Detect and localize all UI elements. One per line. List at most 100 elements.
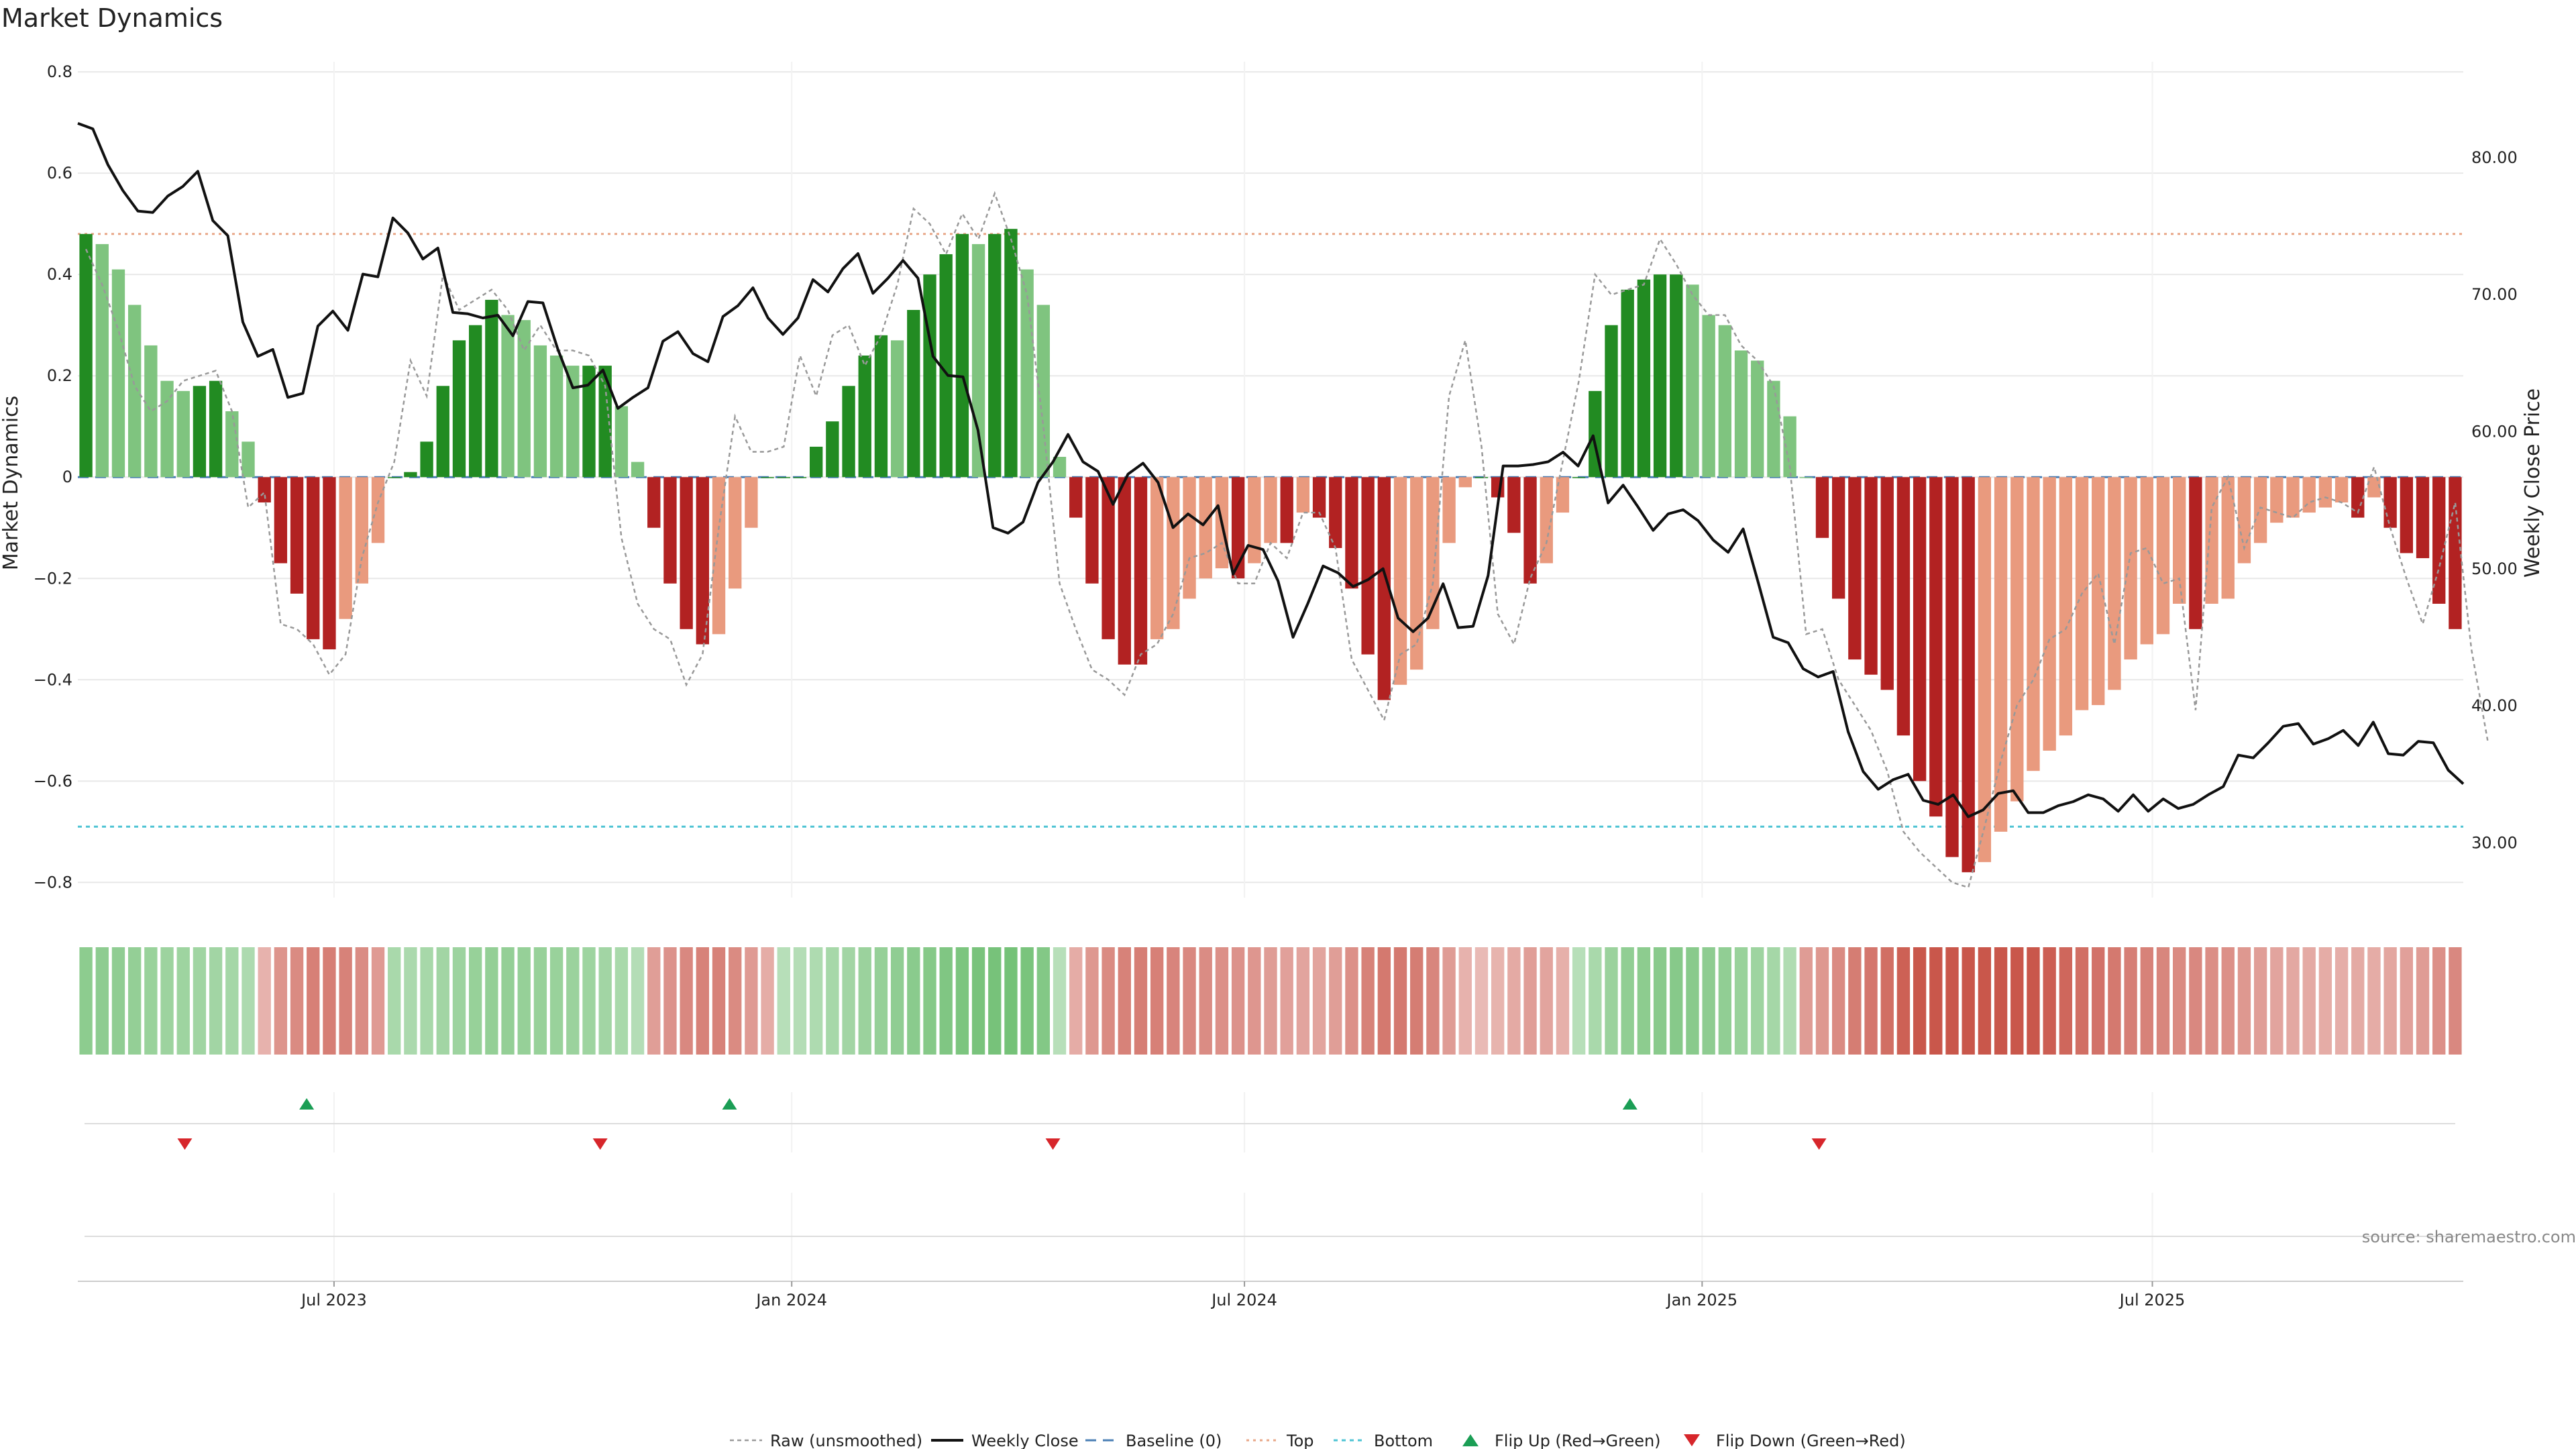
state-bar (1345, 947, 1358, 1055)
dynamics-bar (290, 477, 304, 594)
dynamics-bar (1329, 477, 1342, 548)
dynamics-bar (1978, 477, 1992, 863)
dynamics-bar (1831, 477, 1845, 599)
x-tick-label: Jan 2024 (755, 1291, 827, 1309)
state-bar (371, 947, 385, 1055)
state-bar (2140, 947, 2153, 1055)
dynamics-bar (2416, 477, 2430, 559)
state-bar (1410, 947, 1424, 1055)
state-bar (1815, 947, 1829, 1055)
state-bar (193, 947, 207, 1055)
state-bar (1718, 947, 1732, 1055)
dynamics-bar (2010, 477, 2024, 802)
state-bar (2318, 947, 2332, 1055)
chart-title: Market Dynamics (1, 3, 223, 33)
state-strip (79, 947, 2462, 1055)
flip-down-marker (592, 1138, 608, 1150)
dynamics-bar (2383, 477, 2397, 528)
state-bar (1831, 947, 1845, 1055)
state-bar (2059, 947, 2073, 1055)
legend-marker-flip-up (1462, 1434, 1479, 1446)
legend-marker-flip-down (1684, 1434, 1700, 1446)
dynamics-bar (2172, 477, 2186, 604)
legend-label: Top (1286, 1432, 1314, 1449)
dynamics-bar (1556, 477, 1570, 513)
dynamics-bar (1183, 477, 1196, 599)
dynamics-bar (777, 477, 790, 478)
dynamics-bar (1913, 477, 1927, 782)
x-tick-label: Jan 2025 (1665, 1291, 1737, 1309)
dynamics-bar (79, 233, 93, 478)
state-bar (923, 947, 936, 1055)
dynamics-bar (111, 269, 125, 478)
dynamics-bar (1702, 315, 1715, 478)
dynamics-bar (388, 477, 401, 478)
dynamics-bar (2108, 477, 2121, 690)
flip-down-marker (1045, 1138, 1061, 1150)
y-tick-label: 0.4 (47, 265, 72, 284)
dynamics-bar (1280, 477, 1293, 543)
dynamics-bar (355, 477, 369, 584)
state-bar (1653, 947, 1667, 1055)
dynamics-bar (1036, 305, 1051, 478)
dynamics-bar (1199, 477, 1212, 579)
y-axis-title: Market Dynamics (0, 396, 23, 571)
state-bar (420, 947, 433, 1055)
state-bar (1491, 947, 1505, 1055)
dynamics-bar (1393, 477, 1407, 685)
state-bar (729, 947, 742, 1055)
state-bar (1945, 947, 1959, 1055)
state-bar (2449, 947, 2462, 1055)
dynamics-bar (1686, 284, 1699, 478)
legend-label: Weekly Close (971, 1432, 1079, 1449)
dynamics-bar (2367, 477, 2381, 498)
state-bar (2270, 947, 2284, 1055)
state-bar (1280, 947, 1293, 1055)
state-bar (1264, 947, 1277, 1055)
y2-tick-label: 50.00 (2471, 559, 2518, 578)
state-bar (1767, 947, 1780, 1055)
dynamics-bar (95, 244, 109, 478)
state-bar (1637, 947, 1651, 1055)
dynamics-bar (1880, 477, 1894, 690)
state-bar (1670, 947, 1683, 1055)
dynamics-bar (517, 320, 531, 478)
state-bar (323, 947, 336, 1055)
state-bar (1134, 947, 1148, 1055)
state-bar (468, 947, 482, 1055)
dynamics-bar (2059, 477, 2073, 736)
dynamics-bar (1102, 477, 1115, 639)
dynamics-bar (1361, 477, 1375, 655)
state-bar (809, 947, 823, 1055)
dynamics-bar (241, 441, 255, 478)
dynamics-bar (339, 477, 352, 619)
state-bar (1686, 947, 1699, 1055)
state-bar (258, 947, 271, 1055)
y2-tick-label: 80.00 (2471, 148, 2518, 167)
dynamics-bar (858, 355, 871, 478)
flip-up-marker (1622, 1098, 1638, 1110)
state-bar (1523, 947, 1537, 1055)
dynamics-bar (955, 233, 969, 478)
market-dynamics-bars (79, 229, 2462, 873)
state-bar (663, 947, 677, 1055)
dynamics-bar (1848, 477, 1862, 660)
dynamics-bar (1734, 350, 1748, 478)
dynamics-bar (533, 345, 547, 478)
x-axis: Jul 2023 Jan 2024 Jul 2024 Jan 2025 Jul 2025 (78, 1281, 2463, 1309)
y2-tick-label: 40.00 (2471, 696, 2518, 715)
dynamics-bar (1751, 360, 1764, 478)
dynamics-bar (371, 477, 385, 543)
dynamics-bar (1118, 477, 1131, 665)
dynamics-bar (2334, 477, 2349, 502)
state-bar (631, 947, 645, 1055)
dynamics-bar (323, 477, 336, 649)
state-bar (1572, 947, 1586, 1055)
state-bar (2334, 947, 2349, 1055)
dynamics-bar (225, 411, 239, 478)
state-bar (144, 947, 158, 1055)
x-tick-label: Jul 2024 (1210, 1291, 1277, 1309)
y-tick-label: 0.8 (47, 62, 72, 81)
state-bar (2010, 947, 2024, 1055)
